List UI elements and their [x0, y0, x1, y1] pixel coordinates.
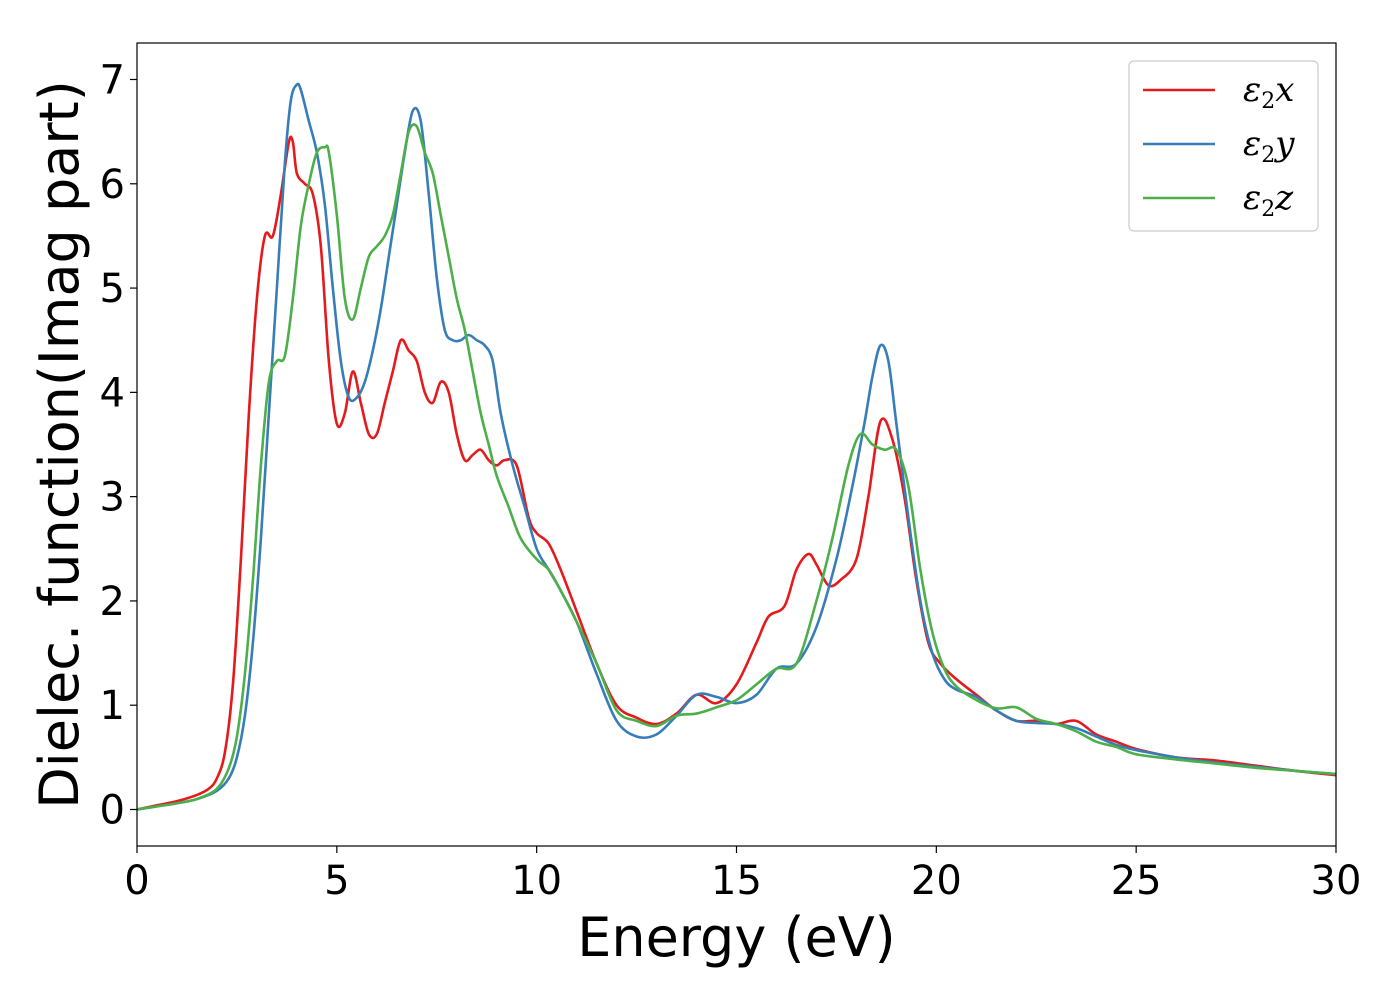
- legend-label-x: ε2x: [1243, 70, 1294, 114]
- y-axis-label: Dielec. function(Imag part): [28, 80, 91, 809]
- x-axis: 0 5 10 15 20 25 30: [124, 846, 1361, 904]
- x-tick-label: 20: [911, 858, 962, 904]
- x-axis-label: Energy (eV): [577, 906, 896, 969]
- legend-box: [1128, 60, 1319, 232]
- y-tick-label: 0: [100, 788, 125, 834]
- y-tick-label: 2: [100, 579, 125, 625]
- y-tick-label: 6: [100, 162, 125, 208]
- legend: ε2x ε2y ε2z: [1128, 60, 1319, 232]
- x-tick-label: 25: [1111, 858, 1162, 904]
- y-tick-label: 7: [100, 58, 125, 104]
- legend-label-y: ε2y: [1243, 124, 1295, 168]
- x-tick-label: 10: [511, 858, 562, 904]
- y-tick-label: 3: [100, 475, 125, 521]
- y-tick-label: 4: [100, 370, 125, 416]
- x-tick-label: 5: [324, 858, 349, 904]
- x-tick-label: 15: [711, 858, 762, 904]
- y-tick-label: 5: [100, 266, 125, 312]
- x-tick-label: 0: [124, 858, 149, 904]
- series-line-y: [137, 82, 1336, 811]
- y-tick-label: 1: [100, 683, 125, 729]
- series-layer: [137, 82, 1336, 811]
- series-line-z: [137, 123, 1336, 811]
- legend-label-z: ε2z: [1243, 178, 1294, 222]
- y-axis: 0 1 2 3 4 5 6 7: [100, 58, 137, 834]
- x-tick-label: 30: [1311, 858, 1362, 904]
